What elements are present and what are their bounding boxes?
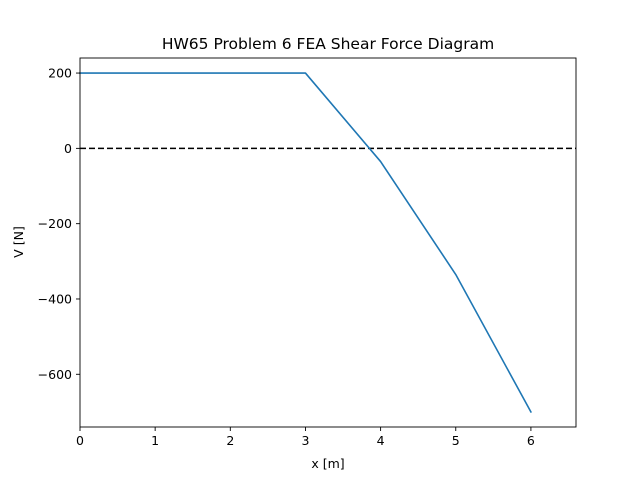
x-tick-label: 2 — [226, 433, 234, 448]
x-tick-label: 5 — [452, 433, 460, 448]
shear-force-line — [79, 72, 532, 414]
y-tick-label: 0 — [64, 141, 72, 156]
y-tick-label: −400 — [38, 291, 72, 306]
plot-area: 0 1 2 3 4 5 6 200 0 −200 −400 −600 — [38, 57, 577, 448]
axes-frame — [79, 57, 577, 428]
y-tick-label: −200 — [38, 216, 72, 231]
chart-title: HW65 Problem 6 FEA Shear Force Diagram — [162, 35, 494, 53]
x-tick-label: 0 — [76, 433, 84, 448]
y-tick-label: −600 — [38, 367, 72, 382]
x-tick-label: 4 — [377, 433, 385, 448]
x-tick-label: 1 — [151, 433, 159, 448]
x-tick-label: 3 — [301, 433, 309, 448]
x-tick-label: 6 — [527, 433, 535, 448]
y-tick-label: 200 — [48, 66, 72, 81]
x-axis-label: x [m] — [311, 456, 344, 471]
y-axis-label: V [N] — [11, 226, 26, 258]
